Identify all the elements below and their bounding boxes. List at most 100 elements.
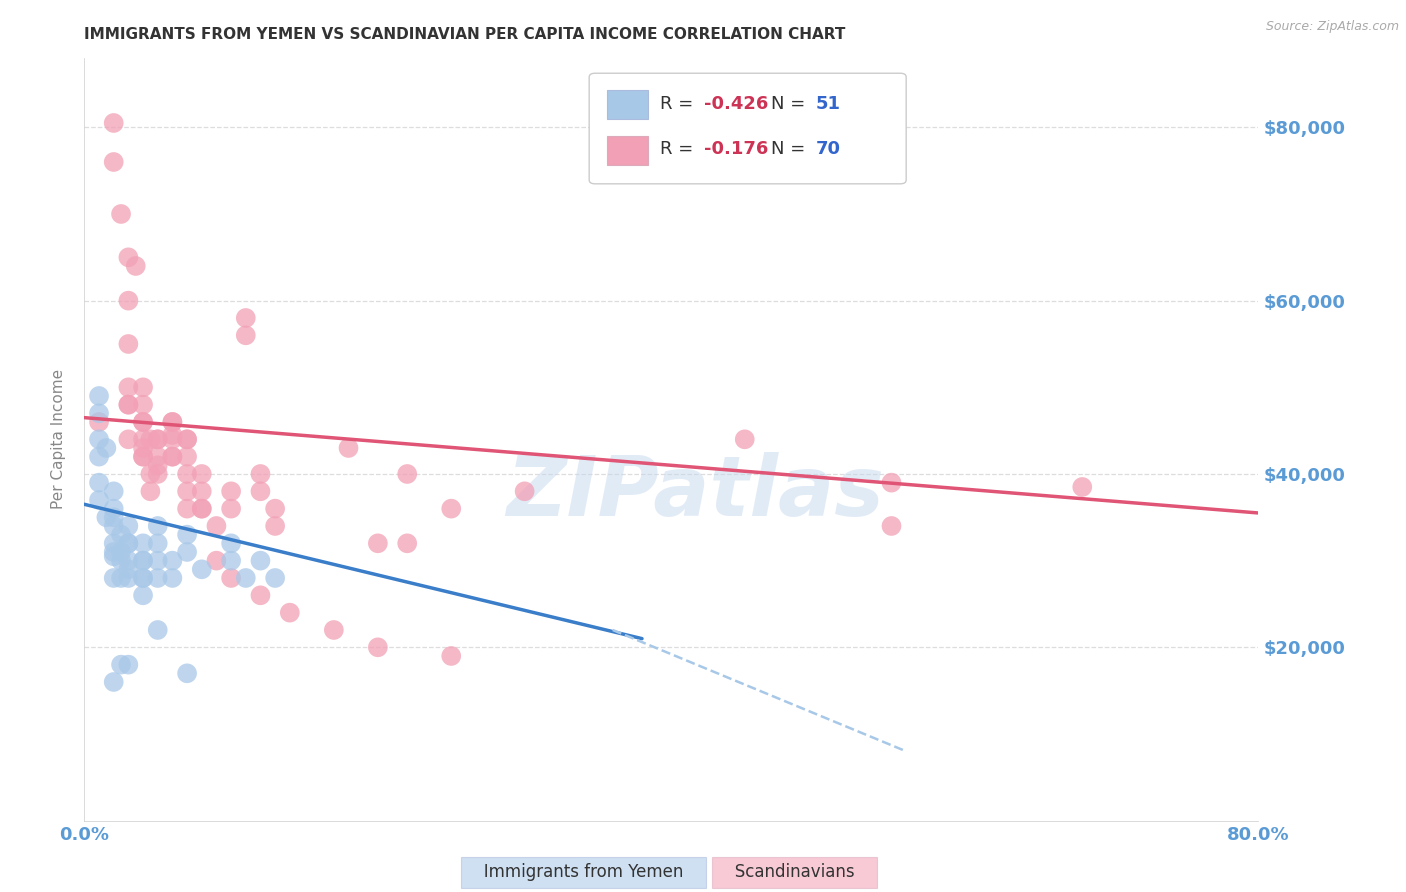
Point [103, 484, 125, 499]
Text: -0.426: -0.426 [704, 95, 769, 112]
Point [110, 207, 132, 221]
Point [110, 545, 132, 559]
Point [117, 519, 139, 533]
Point [103, 116, 125, 130]
Point [132, 588, 155, 602]
Point [337, 441, 360, 455]
Point [278, 606, 301, 620]
Point [191, 484, 214, 499]
Point [734, 433, 756, 447]
Point [132, 415, 155, 429]
Point [176, 545, 198, 559]
Point [117, 554, 139, 568]
Point [162, 450, 184, 464]
Point [132, 554, 155, 568]
Text: N =: N = [770, 95, 811, 112]
Point [176, 450, 198, 464]
Point [132, 450, 155, 464]
Point [191, 501, 214, 516]
Point [205, 554, 228, 568]
Bar [607, 136, 648, 165]
Point [132, 554, 155, 568]
Point [87, 493, 110, 508]
Text: R =: R = [659, 95, 699, 112]
Point [191, 562, 214, 576]
Point [396, 467, 419, 481]
Point [87, 475, 110, 490]
Point [132, 450, 155, 464]
Point [191, 501, 214, 516]
Point [117, 380, 139, 394]
Point [880, 475, 903, 490]
Point [87, 450, 110, 464]
Point [219, 484, 242, 499]
Point [96, 441, 118, 455]
Point [880, 519, 903, 533]
Point [367, 536, 389, 550]
Point [110, 554, 132, 568]
Point [103, 571, 125, 585]
Point [176, 666, 198, 681]
Point [87, 433, 110, 447]
Point [264, 519, 287, 533]
Text: -0.176: -0.176 [704, 141, 769, 159]
Point [235, 571, 257, 585]
Point [146, 458, 169, 473]
Point [162, 415, 184, 429]
Point [132, 398, 155, 412]
Point [249, 554, 271, 568]
Point [146, 519, 169, 533]
Point [132, 571, 155, 585]
Point [219, 536, 242, 550]
Bar [607, 90, 648, 119]
Point [219, 554, 242, 568]
Point [146, 554, 169, 568]
Point [162, 433, 184, 447]
Point [117, 293, 139, 308]
Point [176, 433, 198, 447]
Point [264, 571, 287, 585]
Point [117, 536, 139, 550]
Point [322, 623, 344, 637]
Point [146, 467, 169, 481]
Point [367, 640, 389, 655]
Point [117, 398, 139, 412]
Point [146, 623, 169, 637]
Text: ZIPatlas: ZIPatlas [506, 452, 884, 533]
Point [146, 450, 169, 464]
Point [103, 510, 125, 524]
Point [87, 406, 110, 420]
Point [1071, 480, 1094, 494]
Point [176, 484, 198, 499]
Point [132, 536, 155, 550]
Point [87, 389, 110, 403]
Point [103, 536, 125, 550]
Point [235, 310, 257, 325]
Text: N =: N = [770, 141, 811, 159]
Point [162, 428, 184, 442]
FancyBboxPatch shape [589, 73, 907, 184]
Point [125, 259, 148, 273]
Point [249, 467, 271, 481]
Point [103, 545, 125, 559]
Point [219, 571, 242, 585]
Point [162, 450, 184, 464]
Point [117, 250, 139, 264]
Point [176, 527, 198, 541]
Point [110, 527, 132, 541]
Point [103, 155, 125, 169]
Point [146, 571, 169, 585]
Y-axis label: Per Capita Income: Per Capita Income [51, 369, 66, 509]
Point [146, 433, 169, 447]
Point [117, 433, 139, 447]
Text: 70: 70 [815, 141, 841, 159]
Point [139, 467, 162, 481]
Point [103, 519, 125, 533]
Point [139, 484, 162, 499]
Point [117, 571, 139, 585]
Text: Immigrants from Yemen: Immigrants from Yemen [468, 863, 699, 881]
Point [176, 433, 198, 447]
Point [132, 441, 155, 455]
Point [191, 467, 214, 481]
Point [110, 571, 132, 585]
